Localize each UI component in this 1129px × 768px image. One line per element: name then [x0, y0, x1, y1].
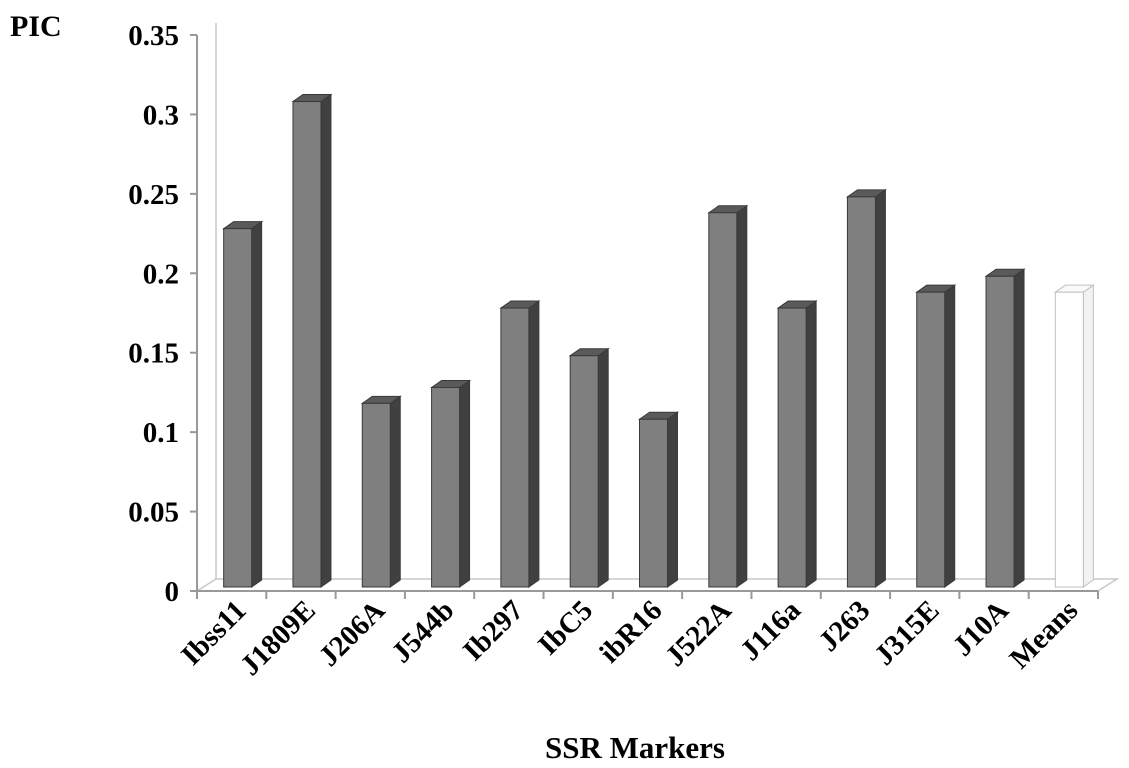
y-axis-title: PIC	[10, 10, 62, 43]
bar-front	[361, 402, 391, 588]
x-tick-label: J263	[813, 594, 877, 658]
x-tick-label: ibR16	[593, 594, 668, 669]
bar-front	[431, 386, 461, 588]
bar-front	[708, 212, 738, 588]
x-axis-title: SSR Markers	[545, 730, 725, 765]
y-tick-label: 0.35	[128, 20, 179, 52]
bar-side	[1082, 284, 1094, 588]
bar-front	[916, 291, 946, 588]
bar-front	[569, 355, 599, 588]
bar-side	[389, 395, 401, 588]
bar-front	[846, 196, 876, 588]
bar-j206a	[360, 395, 402, 588]
bar-side	[320, 93, 332, 588]
x-tick-label: IbC5	[532, 594, 599, 661]
y-tick-label: 0.3	[143, 99, 179, 131]
bar-side	[667, 411, 678, 588]
bar-side	[874, 188, 886, 588]
bar-side	[251, 220, 263, 588]
bar-j544b	[429, 379, 472, 588]
y-tick-label: 0.05	[128, 497, 179, 529]
bar-j116a	[776, 300, 818, 588]
bar-front	[500, 307, 530, 588]
x-tick-label: Ib297	[457, 594, 530, 667]
x-tick-label: J315E	[868, 594, 945, 671]
bar-side	[805, 300, 817, 588]
bar-front	[639, 418, 668, 588]
bar-side	[528, 300, 540, 588]
bar-ibr16	[637, 411, 680, 588]
bar-front	[985, 275, 1015, 588]
y-tick-label: 0.25	[128, 179, 179, 211]
x-tick-label: J206A	[313, 594, 391, 672]
y-axis-ticks: 0 0.05 0.1 0.15 0.2 0.25 0.3 0.35	[128, 20, 197, 608]
x-tick-label: Means	[1004, 594, 1085, 675]
bar-side	[597, 347, 609, 588]
y-tick-label: 0.15	[128, 338, 179, 370]
bar-front	[1054, 291, 1084, 588]
bar-j10a	[984, 268, 1026, 588]
bar-j522a	[707, 204, 749, 588]
x-tick-label: J1809E	[234, 594, 322, 682]
bar-side	[944, 284, 956, 588]
bar-ibss11	[222, 220, 264, 588]
bar-side	[736, 204, 748, 588]
bar-ibc5	[568, 347, 610, 588]
bar-means	[1053, 284, 1095, 588]
x-tick-label: J116a	[734, 594, 807, 667]
y-tick-label: 0.1	[143, 417, 179, 449]
bar-front	[292, 101, 322, 588]
bar-side	[459, 379, 471, 588]
x-tick-label: J522A	[659, 594, 737, 672]
y-tick-label: 0.2	[143, 258, 179, 290]
bar-j263	[845, 188, 888, 588]
bar-side	[1013, 268, 1025, 588]
bar-j1809e	[291, 93, 333, 588]
x-tick-label: J544b	[385, 594, 460, 669]
bar-j315e	[915, 284, 957, 588]
y-tick-label: 0	[165, 576, 180, 608]
chart-bars	[222, 93, 1095, 588]
bar-front	[223, 228, 253, 588]
bar-front	[777, 307, 807, 588]
bar-ib297	[499, 300, 541, 588]
